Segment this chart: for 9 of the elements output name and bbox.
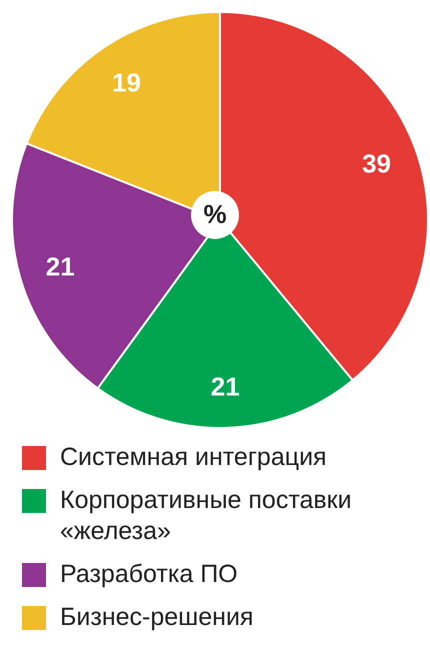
data-label: 19: [112, 67, 141, 98]
legend-label: Разработка ПО: [60, 559, 238, 590]
data-label: 39: [362, 148, 392, 179]
legend-label: Корпоративные поставки «железа»: [60, 485, 353, 547]
legend-label: Системная интеграция: [60, 442, 327, 473]
legend-label: Бизнес-решения: [60, 602, 254, 633]
data-label: 21: [46, 251, 75, 282]
text: %: [202, 199, 228, 229]
data-label: 21: [210, 371, 240, 402]
